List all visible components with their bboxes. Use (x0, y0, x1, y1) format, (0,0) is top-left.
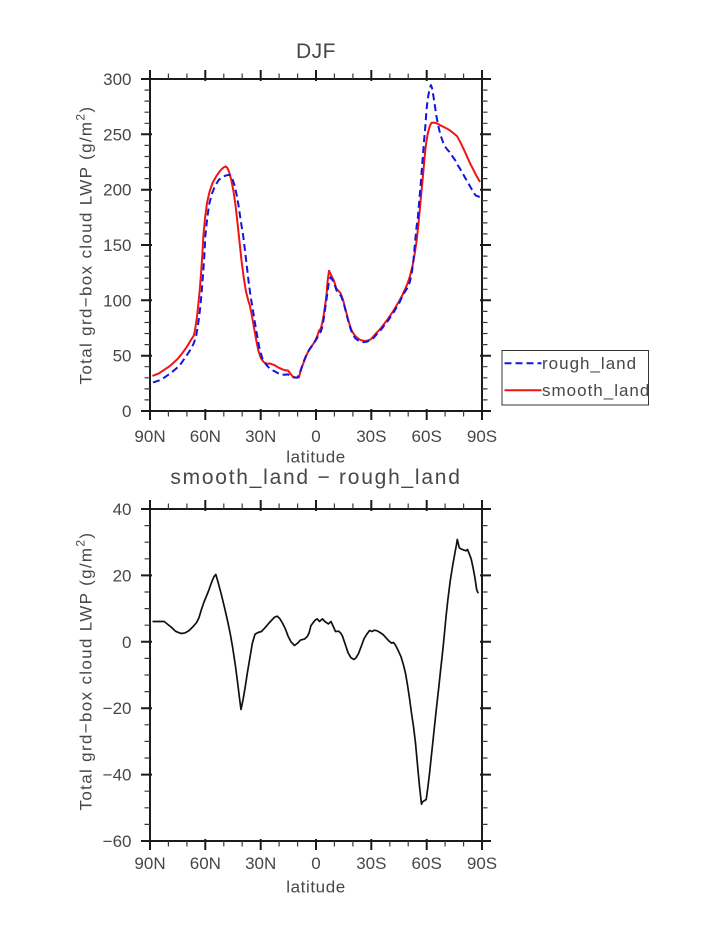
svg-text:latitude: latitude (286, 878, 346, 897)
svg-text:0: 0 (311, 427, 320, 446)
svg-text:90S: 90S (467, 854, 497, 873)
svg-text:60S: 60S (412, 427, 442, 446)
svg-text:200: 200 (103, 181, 131, 200)
svg-text:100: 100 (103, 291, 131, 310)
svg-text:90N: 90N (134, 427, 165, 446)
svg-text:−20: −20 (103, 699, 132, 718)
svg-text:−60: −60 (103, 832, 132, 851)
svg-text:Total grd−box cloud LWP (g/m2): Total grd−box cloud LWP (g/m2) (74, 106, 96, 385)
svg-text:−40: −40 (103, 766, 132, 785)
svg-text:30N: 30N (245, 427, 276, 446)
svg-text:smooth_land: smooth_land (542, 381, 650, 400)
svg-text:30S: 30S (356, 854, 386, 873)
svg-text:30N: 30N (245, 854, 276, 873)
svg-text:40: 40 (113, 500, 132, 519)
svg-text:60N: 60N (190, 854, 221, 873)
svg-text:rough_land: rough_land (542, 354, 637, 373)
svg-text:20: 20 (113, 566, 132, 585)
svg-text:0: 0 (122, 402, 131, 421)
svg-text:90S: 90S (467, 427, 497, 446)
svg-text:300: 300 (103, 70, 131, 89)
svg-text:Total grd−box cloud LWP (g/m2): Total grd−box cloud LWP (g/m2) (74, 532, 96, 811)
svg-text:60S: 60S (412, 854, 442, 873)
svg-text:90N: 90N (134, 854, 165, 873)
svg-text:50: 50 (113, 347, 132, 366)
svg-text:150: 150 (103, 236, 131, 255)
svg-text:DJF: DJF (296, 40, 336, 63)
svg-text:smooth_land − rough_land: smooth_land − rough_land (170, 466, 461, 489)
svg-text:0: 0 (311, 854, 320, 873)
svg-text:0: 0 (122, 633, 131, 652)
svg-text:30S: 30S (356, 427, 386, 446)
svg-text:250: 250 (103, 125, 131, 144)
svg-text:60N: 60N (190, 427, 221, 446)
svg-text:latitude: latitude (286, 448, 346, 467)
